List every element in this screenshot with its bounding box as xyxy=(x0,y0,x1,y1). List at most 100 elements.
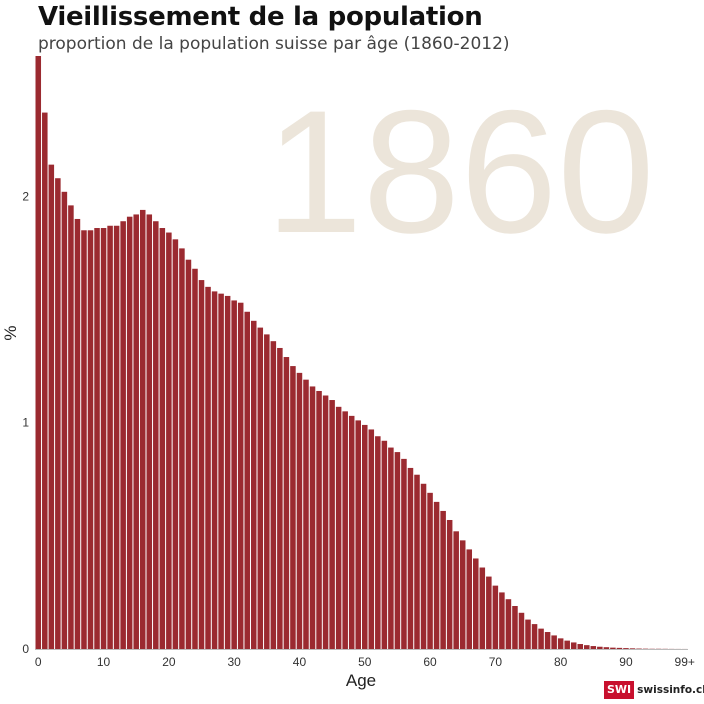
bar-age-25[interactable] xyxy=(198,280,205,649)
bar-age-74[interactable] xyxy=(518,612,525,649)
bar-age-15[interactable] xyxy=(133,214,139,649)
bar-age-43[interactable] xyxy=(316,390,322,649)
bar-age-67[interactable] xyxy=(473,558,479,649)
bar-age-22[interactable] xyxy=(179,248,185,649)
bar-age-52[interactable] xyxy=(375,436,381,649)
bar-age-8[interactable] xyxy=(87,230,94,649)
bar-age-6[interactable] xyxy=(74,218,81,649)
bar-age-33[interactable] xyxy=(250,320,257,649)
bar-age-2[interactable] xyxy=(48,164,55,649)
bar-age-32[interactable] xyxy=(244,311,250,649)
swissinfo-logo[interactable]: SWI swissinfo.ch xyxy=(604,681,704,699)
bar-age-71[interactable] xyxy=(499,592,505,649)
bar-age-80[interactable] xyxy=(557,638,564,649)
bar-age-75[interactable] xyxy=(525,619,531,649)
bar-age-38[interactable] xyxy=(283,357,290,649)
bar-age-63[interactable] xyxy=(446,519,453,649)
bar-age-77[interactable] xyxy=(538,628,544,649)
bar-age-23[interactable] xyxy=(185,259,192,649)
bar-age-28[interactable] xyxy=(218,293,224,649)
year-watermark: 1860 xyxy=(265,75,654,270)
bar-age-51[interactable] xyxy=(368,429,375,649)
bar-age-41[interactable] xyxy=(303,379,309,649)
bar-age-56[interactable] xyxy=(401,458,407,649)
bar-age-68[interactable] xyxy=(479,567,486,649)
bar-age-54[interactable] xyxy=(388,447,394,649)
bar-age-29[interactable] xyxy=(224,295,231,649)
bar-age-12[interactable] xyxy=(113,225,120,649)
bar-age-65[interactable] xyxy=(459,540,466,649)
bar-age-89[interactable] xyxy=(616,647,623,649)
bar-age-14[interactable] xyxy=(126,216,133,649)
bar-age-4[interactable] xyxy=(61,191,68,650)
bar-age-34[interactable] xyxy=(257,327,264,649)
bar-age-73[interactable] xyxy=(512,606,518,649)
bar-age-20[interactable] xyxy=(166,232,172,650)
bar-age-18[interactable] xyxy=(153,221,159,650)
bar-age-10[interactable] xyxy=(100,228,107,649)
bar-age-19[interactable] xyxy=(159,228,166,649)
bar-age-40[interactable] xyxy=(296,372,303,649)
bar-age-27[interactable] xyxy=(211,291,218,649)
bar-age-81[interactable] xyxy=(564,640,570,649)
bar-age-42[interactable] xyxy=(309,386,316,649)
bar-age-85[interactable] xyxy=(590,646,597,649)
bar-age-61[interactable] xyxy=(433,501,440,649)
bar-age-30[interactable] xyxy=(231,300,237,649)
bar-age-50[interactable] xyxy=(362,424,368,649)
bar-age-53[interactable] xyxy=(381,440,388,649)
bar-age-3[interactable] xyxy=(55,178,61,649)
bar-age-78[interactable] xyxy=(544,632,551,649)
bar-age-79[interactable] xyxy=(551,635,557,649)
bar-age-44[interactable] xyxy=(322,395,329,650)
bar-age-17[interactable] xyxy=(146,214,153,649)
bar-age-9[interactable] xyxy=(94,228,100,649)
x-tick-label: 90 xyxy=(619,655,633,669)
bar-age-13[interactable] xyxy=(120,221,126,650)
bar-age-31[interactable] xyxy=(237,302,244,649)
bar-age-26[interactable] xyxy=(205,286,211,649)
bar-age-5[interactable] xyxy=(68,205,74,649)
bar-age-7[interactable] xyxy=(81,230,87,649)
bar-age-1[interactable] xyxy=(42,112,48,649)
x-tick-label: 70 xyxy=(489,655,503,669)
bar-age-59[interactable] xyxy=(420,483,427,649)
bar-age-82[interactable] xyxy=(570,642,577,649)
bar-age-58[interactable] xyxy=(414,474,420,649)
logo-box: SWI xyxy=(604,681,635,699)
bar-age-21[interactable] xyxy=(172,239,179,649)
bar-age-46[interactable] xyxy=(335,406,342,649)
bar-age-16[interactable] xyxy=(139,209,146,649)
bar-age-70[interactable] xyxy=(492,585,499,649)
bar-age-48[interactable] xyxy=(348,415,355,649)
bar-age-60[interactable] xyxy=(427,492,433,649)
bar-age-37[interactable] xyxy=(277,347,283,649)
bar-age-49[interactable] xyxy=(355,420,361,649)
bar-age-0[interactable] xyxy=(35,56,42,649)
bar-age-55[interactable] xyxy=(394,452,401,649)
bar-age-35[interactable] xyxy=(264,334,270,649)
bar-age-88[interactable] xyxy=(610,647,616,649)
bar-age-66[interactable] xyxy=(466,549,473,649)
bar-age-24[interactable] xyxy=(192,268,198,649)
bar-age-90[interactable] xyxy=(623,648,629,649)
x-tick-label: 99+ xyxy=(675,655,695,669)
bar-age-72[interactable] xyxy=(505,599,512,649)
bar-age-76[interactable] xyxy=(531,624,538,649)
bar-age-87[interactable] xyxy=(603,647,610,649)
bar-age-39[interactable] xyxy=(290,366,296,649)
bar-age-11[interactable] xyxy=(107,225,113,649)
bar-age-36[interactable] xyxy=(270,341,277,649)
bar-age-84[interactable] xyxy=(584,645,590,649)
bar-age-57[interactable] xyxy=(407,467,414,649)
bar-age-91[interactable] xyxy=(629,648,636,649)
bar-age-86[interactable] xyxy=(597,646,603,649)
x-axis: 0 10 20 30 40 50 60 70 80 90 99+ xyxy=(35,649,695,669)
bar-age-47[interactable] xyxy=(342,411,348,649)
bar-age-62[interactable] xyxy=(440,510,446,649)
bar-age-64[interactable] xyxy=(453,531,459,649)
bar-age-83[interactable] xyxy=(577,644,584,649)
bar-age-45[interactable] xyxy=(329,400,335,649)
bar-age-69[interactable] xyxy=(486,576,492,649)
